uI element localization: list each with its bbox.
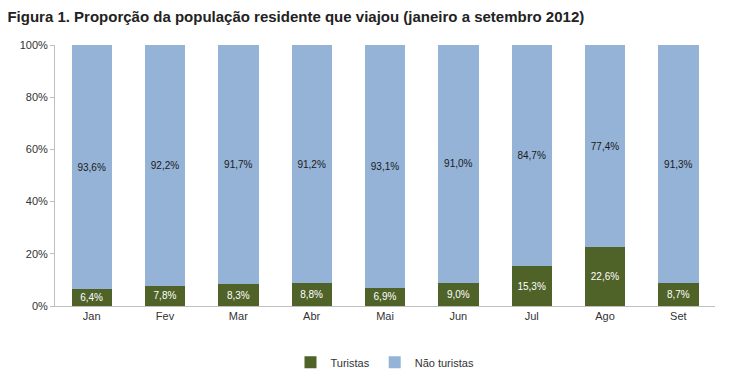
svg-text:100%: 100% <box>20 39 48 51</box>
svg-text:Ago: Ago <box>595 310 615 322</box>
svg-text:Jul: Jul <box>525 310 539 322</box>
svg-text:Mar: Mar <box>229 310 248 322</box>
svg-text:8,3%: 8,3% <box>227 290 250 301</box>
svg-text:Mai: Mai <box>376 310 394 322</box>
svg-text:80%: 80% <box>26 91 48 103</box>
svg-text:8,7%: 8,7% <box>667 289 690 300</box>
svg-text:6,4%: 6,4% <box>80 292 103 303</box>
svg-text:20%: 20% <box>26 248 48 260</box>
svg-text:6,9%: 6,9% <box>374 291 397 302</box>
svg-text:Não turistas: Não turistas <box>415 357 474 369</box>
svg-text:91,2%: 91,2% <box>297 159 325 170</box>
svg-text:91,7%: 91,7% <box>224 159 252 170</box>
svg-text:Figura 1. Proporção da populaç: Figura 1. Proporção da população residen… <box>7 8 584 25</box>
svg-text:84,7%: 84,7% <box>517 150 545 161</box>
svg-text:60%: 60% <box>26 143 48 155</box>
svg-text:Abr: Abr <box>303 310 320 322</box>
svg-text:92,2%: 92,2% <box>151 160 179 171</box>
svg-text:77,4%: 77,4% <box>591 141 619 152</box>
svg-text:Jun: Jun <box>449 310 467 322</box>
svg-text:7,8%: 7,8% <box>154 290 177 301</box>
svg-text:Set: Set <box>670 310 687 322</box>
svg-text:93,6%: 93,6% <box>77 162 105 173</box>
svg-text:8,8%: 8,8% <box>300 289 323 300</box>
svg-text:9,0%: 9,0% <box>447 289 470 300</box>
svg-text:Turistas: Turistas <box>331 357 370 369</box>
svg-text:15,3%: 15,3% <box>517 281 545 292</box>
svg-text:91,0%: 91,0% <box>444 158 472 169</box>
svg-text:22,6%: 22,6% <box>591 271 619 282</box>
svg-text:93,1%: 93,1% <box>371 161 399 172</box>
svg-text:40%: 40% <box>26 195 48 207</box>
svg-text:Jan: Jan <box>83 310 101 322</box>
svg-text:0%: 0% <box>32 300 48 312</box>
svg-text:Fev: Fev <box>156 310 175 322</box>
svg-text:91,3%: 91,3% <box>664 159 692 170</box>
